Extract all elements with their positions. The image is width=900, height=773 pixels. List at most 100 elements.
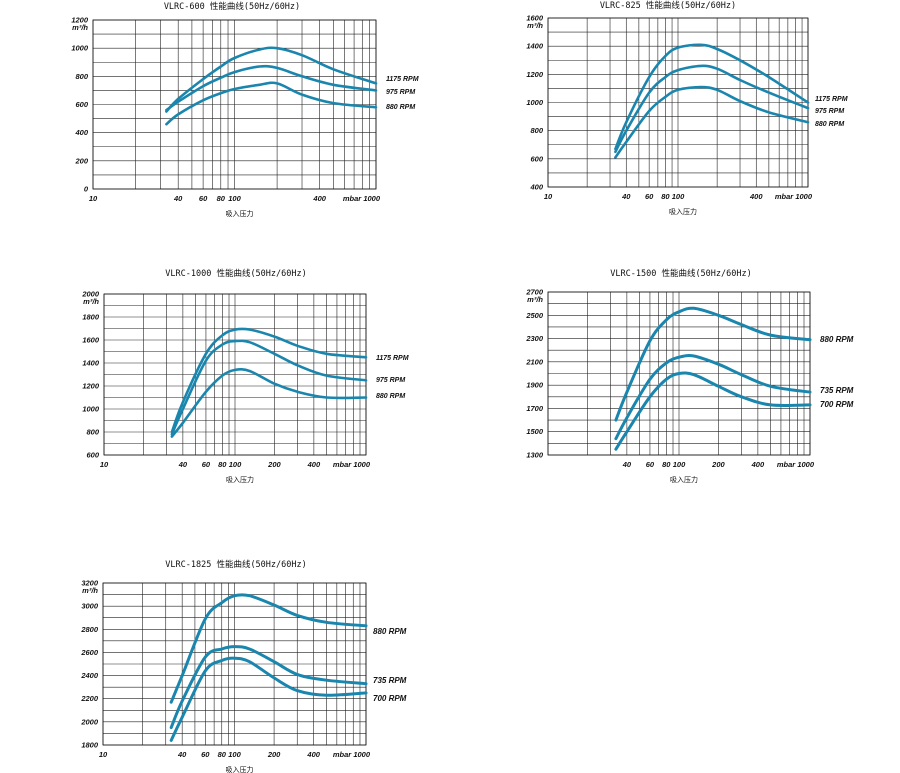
y-tick-label: 1200 <box>82 382 100 391</box>
y-tick-label: 1800 <box>81 741 99 750</box>
x-tick-label: 80 <box>661 192 670 201</box>
series-label: 975 RPM <box>386 89 415 96</box>
x-tick-label: 200 <box>267 460 281 469</box>
series-label: 700 RPM <box>373 694 407 703</box>
x-tick-label: 80 <box>662 460 671 469</box>
y-tick-label: 2700 <box>525 288 544 297</box>
y-tick-label: 0 <box>84 185 89 194</box>
series-label: 975 RPM <box>815 108 844 115</box>
x-tick-label: 40 <box>178 460 188 469</box>
y-tick-label: 1200 <box>71 16 89 25</box>
y-tick-label: 1500 <box>526 427 544 436</box>
x-tick-label: 100 <box>672 192 685 201</box>
x-tick-label: 400 <box>751 460 765 469</box>
x-axis-label: 吸入压力 <box>226 475 254 484</box>
series-label: 880 RPM <box>373 627 407 636</box>
series-line-1 <box>614 43 810 151</box>
y-tick-label: 400 <box>529 183 543 192</box>
y-tick-label: 1900 <box>526 381 544 390</box>
x-tick-label: 100 <box>229 460 242 469</box>
y-tick-label: 2600 <box>80 648 99 657</box>
series-line-3 <box>614 85 810 159</box>
x-tick-label: mbar 1000 <box>775 192 813 201</box>
series-label: 735 RPM <box>820 386 854 395</box>
x-tick-label: 200 <box>711 460 725 469</box>
chart-5: VLRC-1825 性能曲线(50Hz/60Hz) 3200 3000 2800 260… <box>80 559 406 773</box>
y-tick-label: 1200 <box>526 70 544 79</box>
chart-4: VLRC-1500 性能曲线(50Hz/60Hz) 2700 2500 2300 210… <box>525 268 853 484</box>
x-axis-label: 吸入压力 <box>670 475 698 484</box>
x-tick-label: 60 <box>645 192 654 201</box>
y-axis-unit: m³/h <box>83 297 99 306</box>
y-tick-label: 2400 <box>80 671 99 680</box>
x-tick-label: 400 <box>306 750 320 759</box>
x-tick-label: 10 <box>89 194 98 203</box>
y-axis-unit: m³/h <box>82 586 98 595</box>
y-tick-label: 800 <box>530 126 543 135</box>
chart-title: VLRC-600 性能曲线(50Hz/60Hz) <box>164 1 300 12</box>
y-tick-label: 1000 <box>71 44 89 53</box>
y-tick-label: 1400 <box>82 359 100 368</box>
series-label: 1175 RPM <box>386 76 419 83</box>
x-tick-label: mbar 1000 <box>333 750 371 759</box>
y-tick-label: 2200 <box>80 694 99 703</box>
x-tick-label: 100 <box>228 750 241 759</box>
x-tick-label: 40 <box>621 192 631 201</box>
x-tick-label: 80 <box>218 460 227 469</box>
series-line-2 <box>614 354 812 441</box>
x-tick-label: mbar 1000 <box>777 460 815 469</box>
series-label: 735 RPM <box>373 676 407 685</box>
y-tick-label: 2000 <box>81 290 100 299</box>
y-axis-unit: m³/h <box>72 23 88 32</box>
series-label: 700 RPM <box>820 400 854 409</box>
x-tick-label: 400 <box>307 460 321 469</box>
x-tick-label: mbar 1000 <box>343 194 381 203</box>
y-tick-label: 800 <box>75 72 88 81</box>
series-line-1 <box>165 46 378 113</box>
y-tick-label: 2500 <box>525 311 544 320</box>
x-axis-label: 吸入压力 <box>226 765 254 773</box>
y-tick-label: 3200 <box>81 579 99 588</box>
y-axis-unit: m³/h <box>527 295 543 304</box>
x-axis-label: 吸入压力 <box>669 207 697 216</box>
x-tick-label: 60 <box>202 460 211 469</box>
series-line-1 <box>614 306 812 422</box>
x-tick-label: 10 <box>99 750 108 759</box>
x-tick-label: 200 <box>267 750 281 759</box>
x-tick-label: 80 <box>218 750 227 759</box>
x-tick-label: 10 <box>100 460 109 469</box>
y-tick-label: 600 <box>86 451 99 460</box>
x-axis-label: 吸入压力 <box>226 209 254 218</box>
y-tick-label: 1600 <box>82 336 100 345</box>
plot-frame <box>547 291 811 456</box>
series-line-1 <box>169 593 368 704</box>
y-tick-label: 1800 <box>82 313 100 322</box>
y-tick-label: 800 <box>86 428 99 437</box>
plot-frame <box>103 293 367 456</box>
y-tick-label: 2800 <box>80 625 99 634</box>
chart-title: VLRC-1825 性能曲线(50Hz/60Hz) <box>165 559 306 570</box>
series-line-1 <box>170 327 368 434</box>
series-line-3 <box>170 368 368 438</box>
x-tick-label: 40 <box>173 194 183 203</box>
series-line-3 <box>169 656 368 742</box>
y-tick-label: 400 <box>74 128 88 137</box>
y-tick-label: 600 <box>530 154 543 163</box>
series-line-2 <box>170 339 368 436</box>
series-label: 1175 RPM <box>376 355 409 362</box>
x-tick-label: mbar 1000 <box>333 460 371 469</box>
x-tick-label: 40 <box>622 460 632 469</box>
x-tick-label: 80 <box>217 194 226 203</box>
y-tick-label: 2000 <box>80 717 99 726</box>
y-tick-label: 600 <box>75 100 88 109</box>
plot-frame <box>92 19 377 190</box>
chart-2: VLRC-825 性能曲线(50Hz/60Hz) 1600 1400 1200 1000… <box>526 0 847 216</box>
series-line-3 <box>165 81 378 126</box>
y-tick-label: 1700 <box>526 404 544 413</box>
series-line-3 <box>614 371 812 451</box>
y-tick-label: 1400 <box>526 42 544 51</box>
y-tick-label: 1000 <box>526 98 544 107</box>
x-tick-label: 100 <box>673 460 686 469</box>
x-tick-label: 60 <box>646 460 655 469</box>
